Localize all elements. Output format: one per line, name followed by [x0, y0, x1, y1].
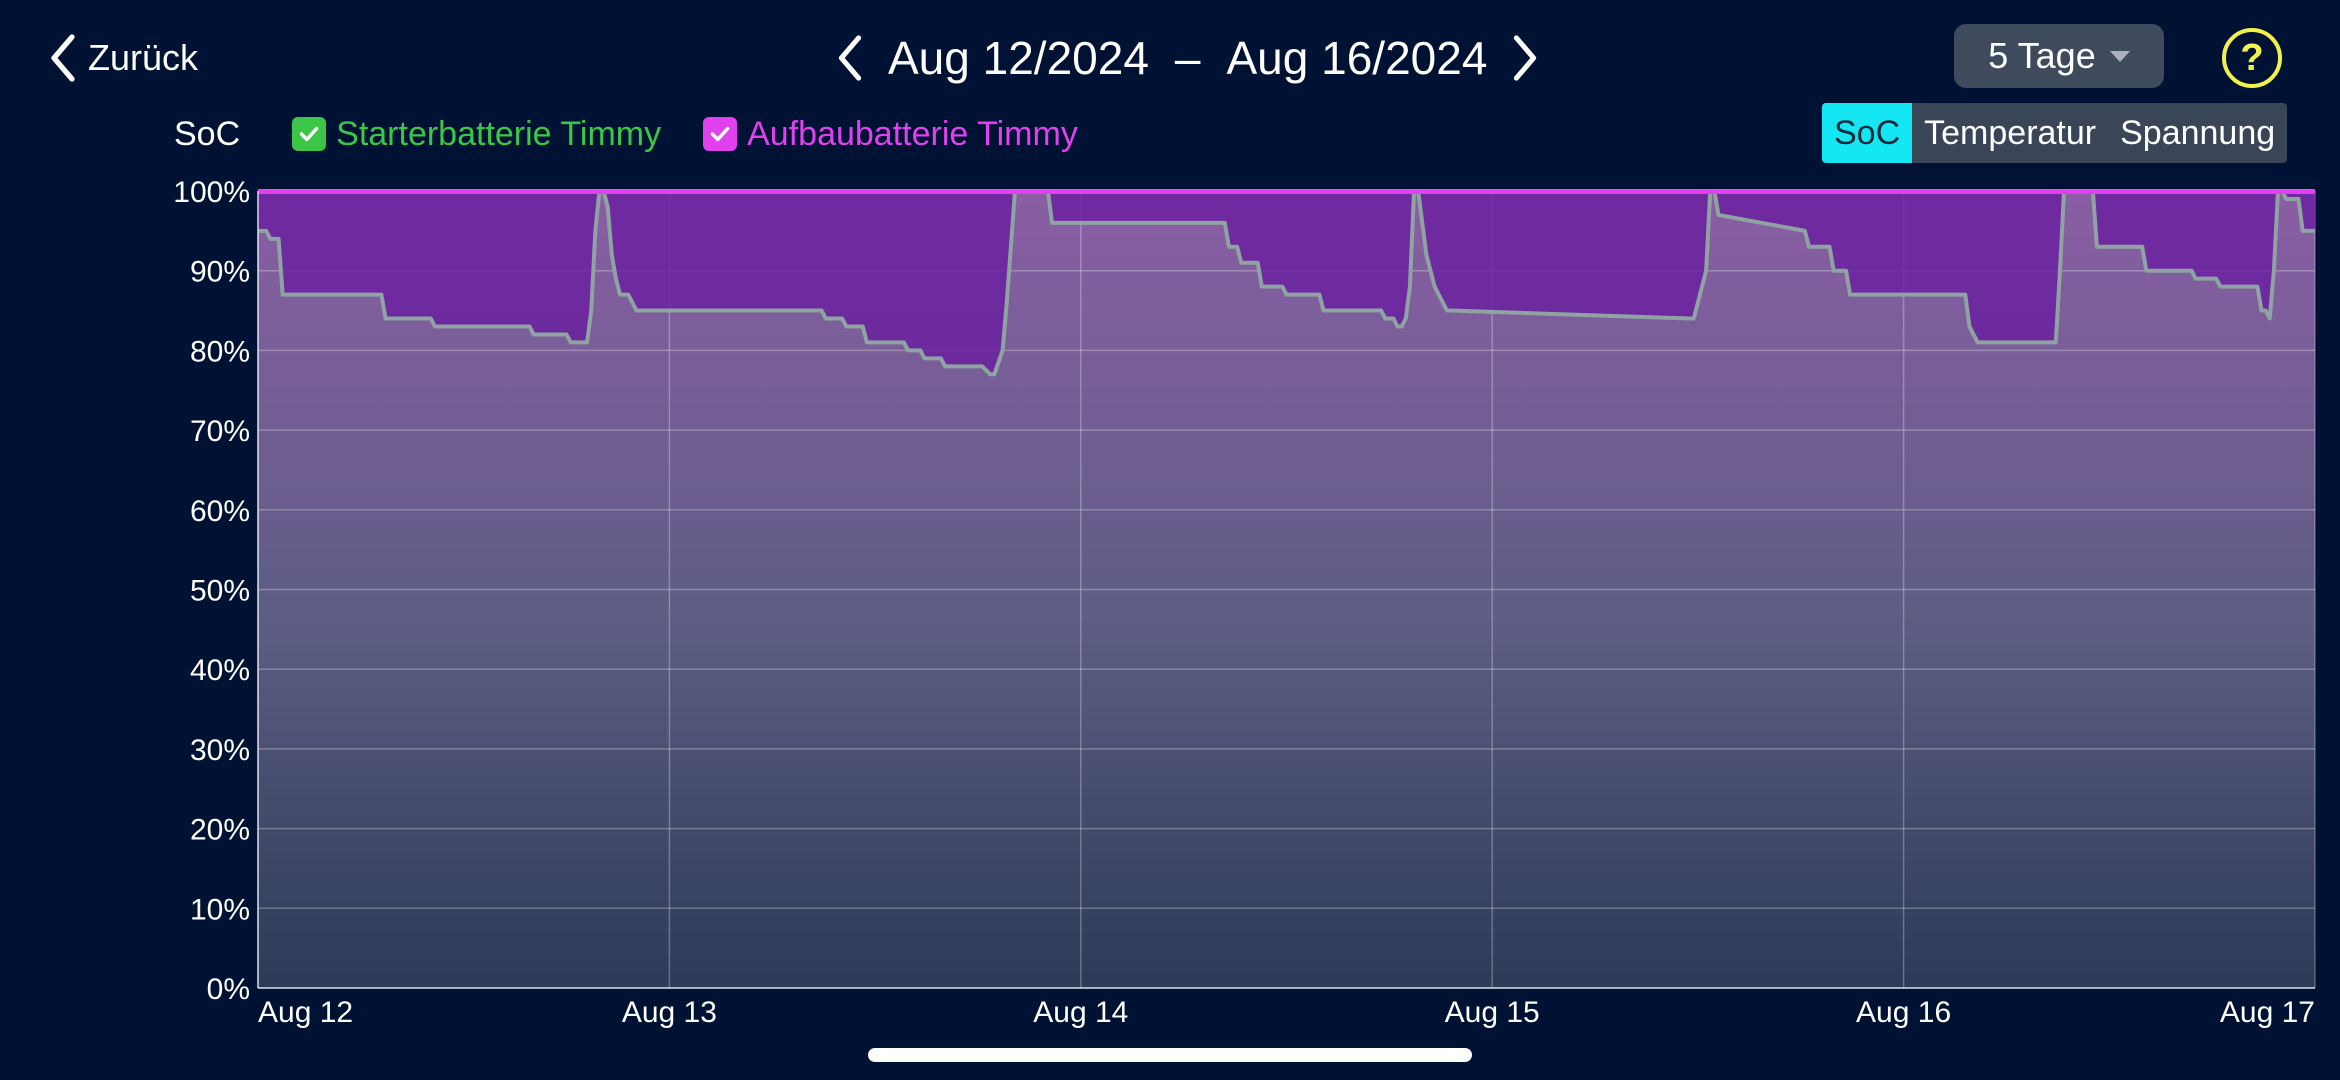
chevron-left-icon — [838, 35, 862, 81]
back-label: Zurück — [88, 37, 199, 78]
series-area-aufbaubatterie — [258, 191, 2315, 375]
tab-spannung[interactable]: Spannung — [2120, 113, 2276, 152]
next-period-button[interactable] — [1505, 30, 1545, 86]
y-tick-label: 100% — [173, 176, 250, 209]
y-tick-label: 50% — [190, 575, 250, 608]
tab-temperatur[interactable]: Temperatur — [1924, 113, 2097, 152]
x-tick-label: Aug 14 — [1033, 996, 1128, 1029]
metric-tabs: SoC Temperatur Spannung — [1822, 103, 2288, 163]
date-from: Aug 12/2024 — [888, 32, 1149, 84]
tab-soc[interactable]: SoC — [1822, 103, 1913, 163]
y-tick-label: 90% — [190, 256, 250, 289]
y-tick-label: 80% — [190, 335, 250, 368]
previous-period-button[interactable] — [830, 30, 870, 86]
y-tick-label: 60% — [190, 495, 250, 528]
x-tick-label: Aug 13 — [622, 996, 717, 1029]
date-range: Aug 12/2024 – Aug 16/2024 — [830, 26, 1545, 90]
back-button[interactable]: Zurück — [46, 30, 198, 86]
legend-item-aufbaubatterie[interactable]: Aufbaubatterie Timmy — [703, 115, 1078, 154]
legend-item-starterbatterie[interactable]: Starterbatterie Timmy — [292, 115, 661, 154]
date-separator: – — [1174, 32, 1201, 84]
chart-legend: SoC Starterbatterie Timmy Aufbaubatterie… — [174, 106, 1120, 162]
range-select[interactable]: 5 Tage — [1954, 24, 2164, 88]
y-tick-label: 40% — [190, 654, 250, 687]
y-tick-label: 70% — [190, 415, 250, 448]
y-tick-label: 30% — [190, 734, 250, 767]
x-tick-label: Aug 15 — [1445, 996, 1540, 1029]
chevron-left-icon — [51, 34, 75, 82]
legend-metric-label: SoC — [174, 114, 241, 153]
y-tick-label: 10% — [190, 893, 250, 926]
legend-label-aufbaubatterie: Aufbaubatterie Timmy — [747, 114, 1078, 153]
home-indicator — [868, 1048, 1472, 1062]
x-tick-label: Aug 12 — [258, 996, 353, 1029]
y-tick-label: 20% — [190, 814, 250, 847]
x-tick-label: Aug 16 — [1856, 996, 1951, 1029]
chevron-right-icon — [1514, 35, 1537, 81]
x-tick-label: Aug 17 — [2220, 996, 2315, 1029]
legend-label-starterbatterie: Starterbatterie Timmy — [336, 114, 662, 153]
range-select-value: 5 Tage — [1988, 35, 2096, 76]
y-tick-label: 0% — [207, 973, 250, 1006]
caret-down-icon — [2109, 50, 2130, 62]
date-to: Aug 16/2024 — [1226, 32, 1488, 84]
help-icon[interactable]: ? — [2222, 28, 2282, 88]
checkbox-checked-icon[interactable] — [703, 117, 738, 151]
checkbox-checked-icon[interactable] — [292, 117, 327, 151]
